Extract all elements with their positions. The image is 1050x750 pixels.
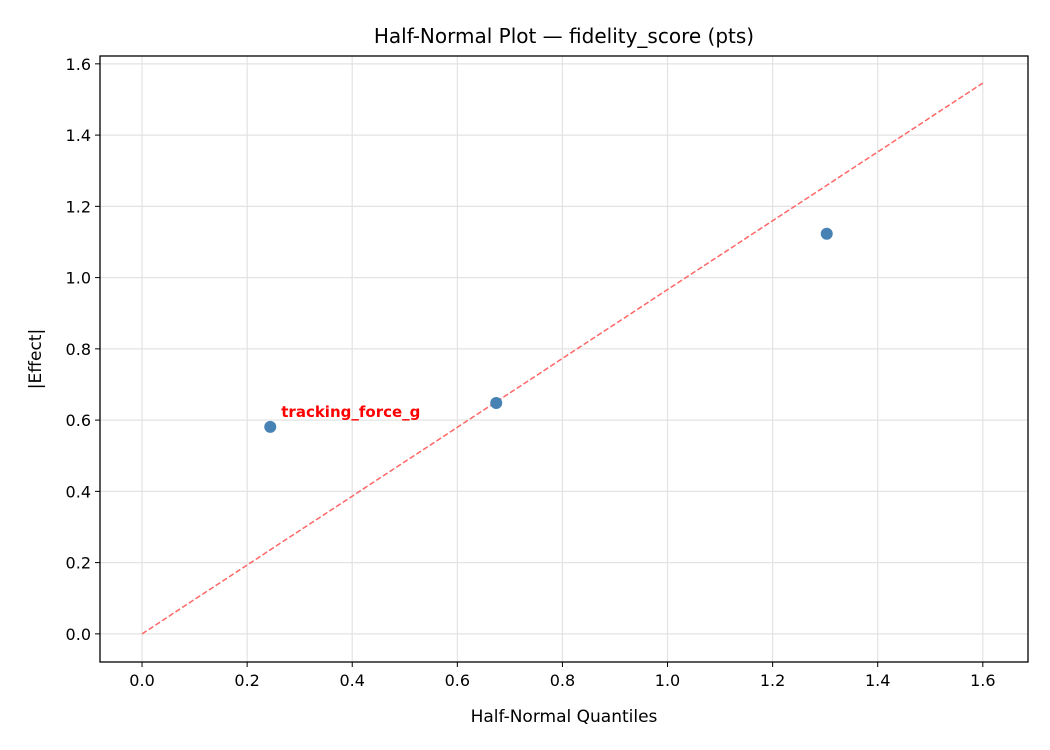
x-axis-title: Half-Normal Quantiles [471, 707, 658, 727]
x-tick-label: 1.6 [970, 671, 995, 690]
y-tick-label: 1.6 [66, 55, 91, 74]
x-tick-label: 1.0 [655, 671, 680, 690]
x-tick-label: 0.2 [234, 671, 259, 690]
x-tick-label: 0.4 [340, 671, 365, 690]
data-point [264, 420, 277, 433]
y-tick-label: 0.8 [66, 340, 91, 359]
plot-frame [99, 55, 1029, 663]
y-tick-label: 1.2 [66, 197, 91, 216]
y-tick-label: 0.4 [66, 482, 91, 501]
y-tick-label: 1.0 [66, 269, 91, 288]
y-tick-label: 1.4 [66, 126, 91, 145]
x-tick-label: 0.8 [550, 671, 575, 690]
data-point [490, 396, 503, 409]
y-tick-label: 0.6 [66, 411, 91, 430]
y-axis-title: |Effect| [26, 329, 46, 389]
x-tick-label: 1.4 [865, 671, 890, 690]
x-tick-label: 0.6 [445, 671, 470, 690]
y-tick-label: 0.0 [66, 625, 91, 644]
data-point [820, 227, 833, 240]
point-annotation: tracking_force_g [281, 403, 420, 421]
x-tick-label: 0.0 [129, 671, 154, 690]
x-tick-label: 1.2 [760, 671, 785, 690]
chart-title: Half-Normal Plot — fidelity_score (pts) [374, 24, 754, 48]
y-tick-label: 0.2 [66, 554, 91, 573]
